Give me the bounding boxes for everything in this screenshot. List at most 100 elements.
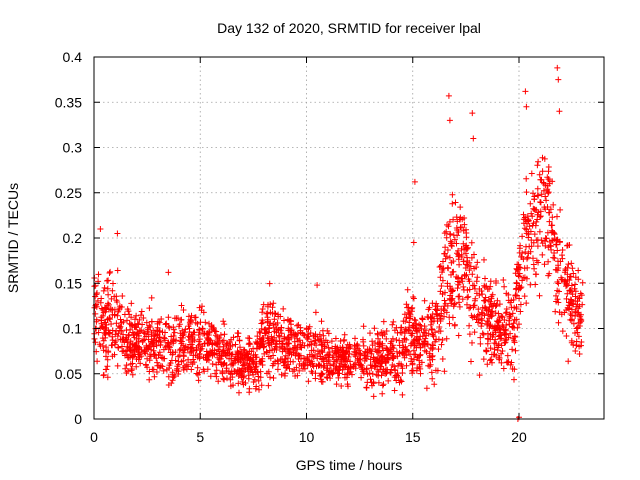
data-point (374, 355, 381, 362)
data-point (150, 335, 157, 342)
data-point (133, 363, 140, 370)
data-point (363, 355, 370, 362)
data-point (225, 369, 232, 375)
data-point (514, 280, 520, 287)
data-point (111, 293, 118, 300)
data-point (175, 361, 182, 368)
data-point (468, 254, 475, 261)
y-tick-label: 0.05 (55, 366, 82, 382)
data-point (197, 347, 204, 353)
data-point (489, 291, 496, 298)
data-point (368, 350, 375, 357)
data-point (567, 311, 574, 317)
data-point (576, 323, 583, 329)
data-point (463, 226, 469, 233)
data-point (306, 341, 313, 348)
data-point (426, 304, 433, 311)
data-point (102, 308, 109, 315)
data-point (407, 351, 414, 358)
data-point (215, 340, 222, 347)
data-point (256, 386, 262, 393)
data-point (191, 337, 198, 343)
data-point (264, 370, 270, 377)
data-point (350, 363, 357, 370)
data-point (477, 340, 484, 347)
data-point (261, 330, 268, 337)
data-point (258, 320, 265, 327)
data-point (259, 362, 266, 368)
data-point (312, 375, 319, 382)
data-point (264, 310, 271, 317)
data-point (116, 303, 123, 310)
data-point (304, 331, 311, 338)
data-point (455, 256, 462, 263)
data-point (333, 381, 340, 388)
data-point (449, 287, 456, 294)
data-point (319, 342, 326, 348)
data-point (314, 282, 321, 289)
data-point (437, 274, 444, 281)
data-point (155, 338, 162, 345)
data-point (439, 290, 446, 297)
data-point (553, 241, 560, 248)
data-point (305, 378, 312, 385)
data-point (360, 338, 367, 345)
data-point (408, 308, 415, 315)
data-point (257, 329, 264, 336)
data-point (400, 318, 407, 325)
data-point (396, 349, 403, 356)
data-point (296, 367, 303, 374)
data-point (471, 265, 478, 272)
data-point (160, 367, 167, 374)
data-point (443, 335, 450, 342)
data-point (148, 338, 155, 345)
data-point (153, 332, 160, 339)
data-point (551, 255, 558, 262)
data-point (108, 342, 115, 349)
data-point (403, 301, 410, 308)
data-point (554, 296, 561, 303)
data-point (419, 315, 426, 322)
data-point (549, 214, 556, 221)
data-point (229, 351, 236, 358)
data-point (117, 316, 124, 323)
data-point (441, 303, 448, 310)
data-point (473, 316, 480, 323)
data-point (440, 258, 446, 265)
data-point (302, 359, 309, 366)
data-point (506, 311, 513, 318)
data-point (480, 331, 487, 338)
data-point (396, 379, 403, 386)
data-point (430, 342, 437, 349)
data-point (484, 361, 491, 368)
data-point (489, 331, 496, 338)
data-point (479, 330, 486, 337)
data-point (237, 368, 244, 375)
data-point (146, 322, 153, 329)
data-point (167, 360, 174, 367)
data-point (432, 329, 439, 336)
data-point (507, 330, 514, 337)
data-point (285, 340, 292, 347)
data-point (125, 308, 132, 315)
data-point (485, 319, 492, 326)
data-point (466, 305, 473, 312)
data-point (407, 311, 414, 318)
data-point (555, 76, 562, 83)
data-point (464, 301, 470, 308)
data-point (484, 286, 491, 293)
data-point (410, 294, 417, 300)
data-point (109, 353, 116, 360)
data-point (525, 228, 532, 235)
data-point (335, 349, 341, 356)
data-point (275, 332, 282, 339)
data-point (370, 393, 377, 400)
data-point (141, 349, 148, 356)
data-point (96, 341, 103, 348)
data-point (275, 311, 282, 318)
data-point (534, 243, 541, 250)
data-point (395, 362, 401, 369)
data-point (485, 336, 492, 343)
data-point (106, 270, 113, 276)
data-point (118, 319, 125, 326)
